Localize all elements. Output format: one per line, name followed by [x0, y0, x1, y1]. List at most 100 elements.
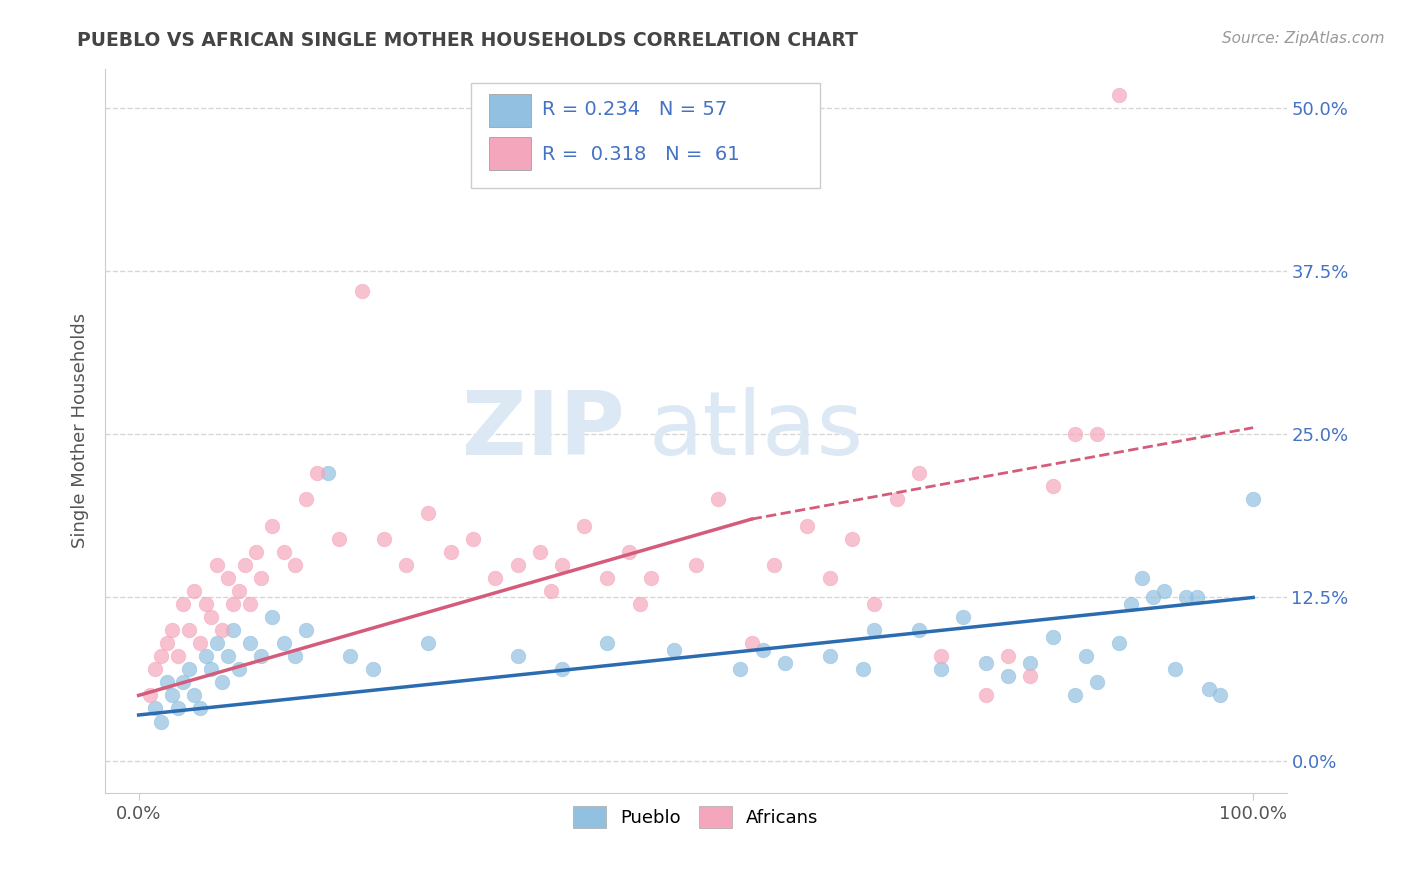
Point — [685, 558, 707, 572]
Point — [551, 662, 574, 676]
Point — [328, 532, 350, 546]
Point — [145, 662, 167, 676]
Point — [1175, 591, 1198, 605]
Point — [205, 636, 228, 650]
Point — [228, 662, 250, 676]
Point — [245, 545, 267, 559]
Point — [1198, 681, 1220, 696]
Point — [373, 532, 395, 546]
Point — [974, 656, 997, 670]
Point — [529, 545, 551, 559]
Point — [863, 597, 886, 611]
Point — [551, 558, 574, 572]
Point — [305, 467, 328, 481]
Point — [194, 597, 217, 611]
Point — [205, 558, 228, 572]
Text: R = 0.234   N = 57: R = 0.234 N = 57 — [543, 100, 727, 120]
Point — [233, 558, 256, 572]
Point — [773, 656, 796, 670]
Point — [506, 558, 529, 572]
Point — [200, 662, 222, 676]
Point — [239, 597, 262, 611]
Point — [997, 669, 1019, 683]
Point — [211, 623, 233, 637]
Point — [707, 492, 730, 507]
Point — [295, 492, 318, 507]
Point — [1019, 669, 1042, 683]
Point — [222, 623, 245, 637]
Point — [1042, 479, 1064, 493]
Point — [1074, 649, 1097, 664]
Point — [1063, 689, 1085, 703]
Point — [640, 571, 662, 585]
Point — [1187, 591, 1209, 605]
Point — [818, 649, 841, 664]
Point — [852, 662, 875, 676]
Point — [952, 610, 974, 624]
Point — [461, 532, 484, 546]
Point — [183, 583, 205, 598]
Point — [1108, 87, 1130, 102]
Point — [1241, 492, 1264, 507]
Point — [1164, 662, 1187, 676]
Point — [200, 610, 222, 624]
Point — [273, 545, 295, 559]
Point — [228, 583, 250, 598]
Point — [418, 636, 440, 650]
Point — [155, 636, 177, 650]
Bar — [489, 94, 530, 127]
Point — [284, 558, 307, 572]
Text: PUEBLO VS AFRICAN SINGLE MOTHER HOUSEHOLDS CORRELATION CHART: PUEBLO VS AFRICAN SINGLE MOTHER HOUSEHOL… — [77, 31, 858, 50]
Point — [574, 518, 596, 533]
Point — [262, 518, 284, 533]
Point — [796, 518, 818, 533]
Legend: Pueblo, Africans: Pueblo, Africans — [567, 798, 825, 835]
Point — [596, 571, 619, 585]
Point — [361, 662, 384, 676]
Point — [886, 492, 908, 507]
Point — [1063, 427, 1085, 442]
Point — [540, 583, 562, 598]
Point — [155, 675, 177, 690]
Point — [1085, 427, 1108, 442]
Point — [166, 649, 188, 664]
Point — [149, 649, 172, 664]
Point — [239, 636, 262, 650]
Point — [741, 636, 763, 650]
Point — [139, 689, 162, 703]
Point — [863, 623, 886, 637]
Point — [172, 675, 194, 690]
Point — [841, 532, 863, 546]
Point — [395, 558, 418, 572]
Point — [974, 689, 997, 703]
Point — [484, 571, 506, 585]
Point — [183, 689, 205, 703]
Point — [440, 545, 463, 559]
Point — [284, 649, 307, 664]
Point — [250, 649, 273, 664]
Point — [295, 623, 318, 637]
Point — [160, 689, 183, 703]
Point — [907, 467, 929, 481]
Point — [316, 467, 339, 481]
Point — [1142, 591, 1164, 605]
Point — [907, 623, 929, 637]
Text: R =  0.318   N =  61: R = 0.318 N = 61 — [543, 145, 740, 163]
Y-axis label: Single Mother Households: Single Mother Households — [72, 313, 89, 549]
Point — [818, 571, 841, 585]
Point — [188, 701, 211, 715]
Point — [929, 662, 952, 676]
Point — [506, 649, 529, 664]
Point — [997, 649, 1019, 664]
Text: Source: ZipAtlas.com: Source: ZipAtlas.com — [1222, 31, 1385, 46]
Point — [188, 636, 211, 650]
Point — [1085, 675, 1108, 690]
Point — [172, 597, 194, 611]
FancyBboxPatch shape — [471, 83, 820, 188]
Point — [262, 610, 284, 624]
Point — [662, 642, 685, 657]
Point — [929, 649, 952, 664]
Point — [1108, 636, 1130, 650]
Point — [1153, 583, 1175, 598]
Point — [730, 662, 752, 676]
